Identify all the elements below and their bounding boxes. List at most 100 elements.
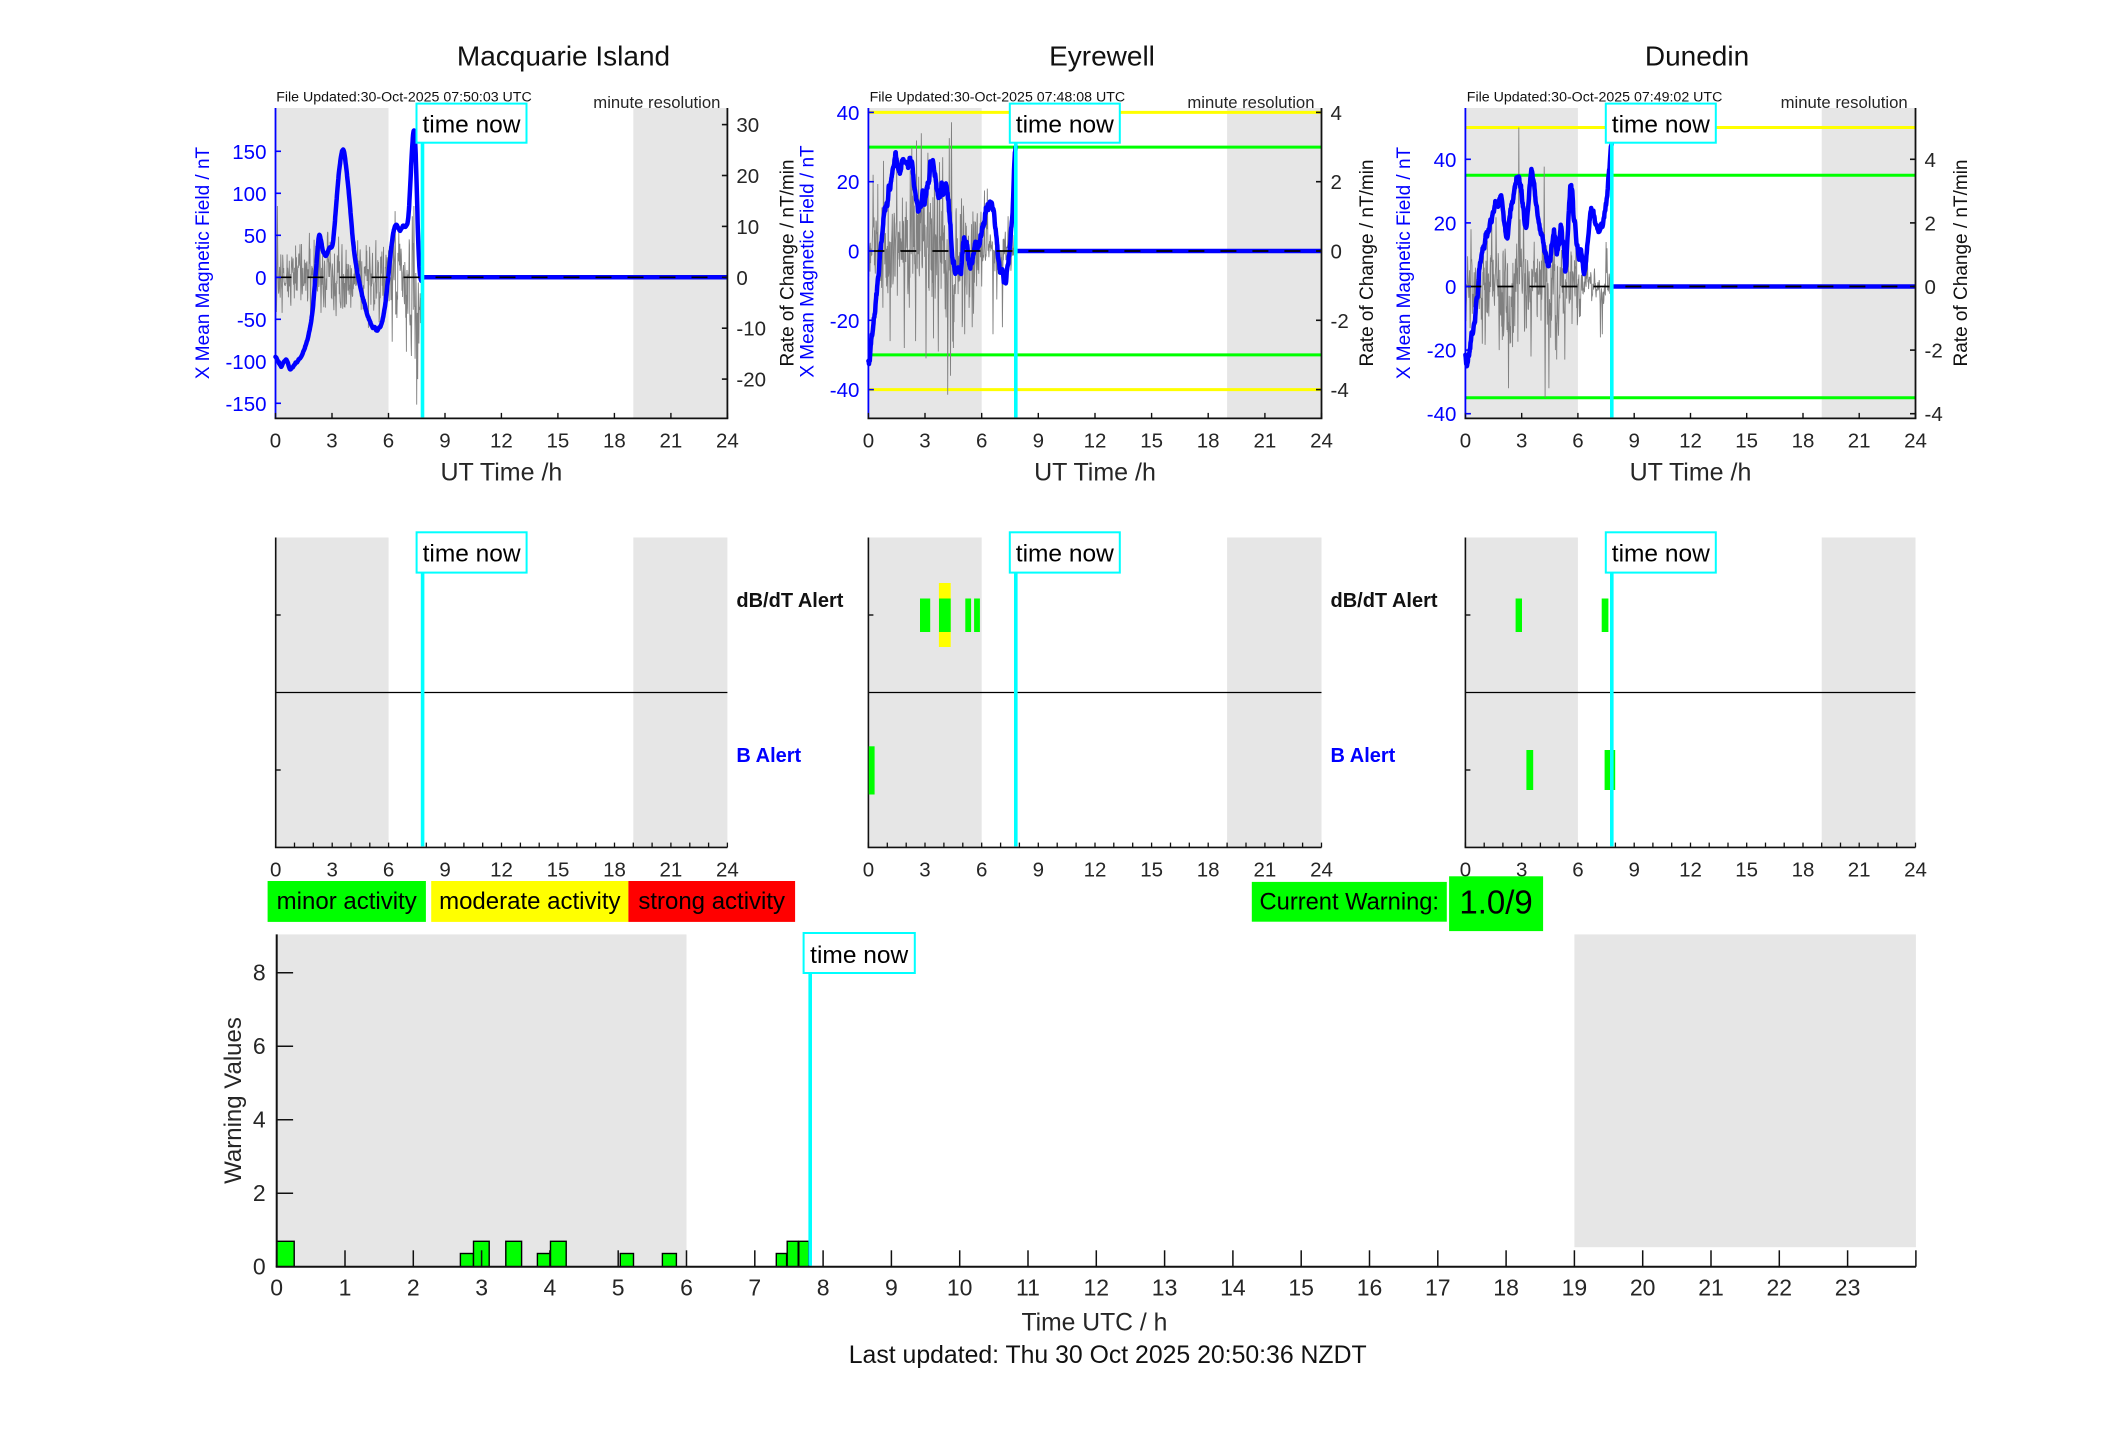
svg-text:21: 21: [1253, 858, 1276, 881]
svg-text:12: 12: [1084, 858, 1107, 881]
svg-text:dB/dT Alert: dB/dT Alert: [736, 590, 843, 612]
svg-text:UT Time /h: UT Time /h: [1630, 459, 1752, 487]
svg-text:20: 20: [736, 165, 759, 188]
svg-text:18: 18: [1792, 430, 1815, 453]
svg-text:0: 0: [253, 1254, 266, 1280]
svg-text:8: 8: [253, 960, 266, 986]
svg-text:15: 15: [1735, 858, 1758, 881]
svg-text:time now: time now: [810, 942, 908, 969]
svg-text:21: 21: [1698, 1275, 1724, 1301]
svg-text:18: 18: [1197, 858, 1220, 881]
svg-text:B Alert: B Alert: [736, 745, 801, 767]
svg-text:24: 24: [1904, 430, 1927, 453]
svg-text:6: 6: [383, 858, 394, 881]
svg-text:16: 16: [1357, 1275, 1383, 1301]
svg-text:3: 3: [919, 858, 930, 881]
svg-text:21: 21: [1848, 430, 1871, 453]
svg-text:150: 150: [232, 141, 266, 164]
svg-text:minute resolution: minute resolution: [593, 93, 720, 112]
svg-text:Warning Values: Warning Values: [220, 1017, 247, 1184]
svg-text:6: 6: [1572, 430, 1583, 453]
svg-text:11: 11: [1016, 1275, 1040, 1301]
svg-text:File Updated:30-Oct-2025 07:50: File Updated:30-Oct-2025 07:50:03 UTC: [276, 90, 532, 106]
svg-text:X Mean Magnetic Field / nT: X Mean Magnetic Field / nT: [1394, 146, 1415, 379]
svg-text:15: 15: [1140, 430, 1163, 453]
svg-text:3: 3: [475, 1275, 488, 1301]
svg-text:3: 3: [1516, 430, 1527, 453]
svg-text:Eyrewell: Eyrewell: [1049, 41, 1155, 72]
svg-text:23: 23: [1835, 1275, 1861, 1301]
svg-text:-40: -40: [1427, 403, 1457, 426]
svg-text:time now: time now: [1016, 111, 1114, 138]
svg-text:12: 12: [490, 858, 513, 881]
svg-text:12: 12: [490, 430, 513, 453]
svg-text:3: 3: [919, 430, 930, 453]
svg-text:-4: -4: [1331, 379, 1349, 402]
svg-text:24: 24: [716, 430, 739, 453]
svg-text:minute resolution: minute resolution: [1781, 93, 1908, 112]
svg-text:100: 100: [232, 183, 266, 206]
svg-text:-20: -20: [736, 369, 766, 392]
svg-text:15: 15: [547, 858, 570, 881]
svg-text:12: 12: [1679, 430, 1702, 453]
svg-text:6: 6: [976, 858, 987, 881]
svg-text:15: 15: [1140, 858, 1163, 881]
svg-text:time now: time now: [1016, 541, 1114, 568]
svg-text:24: 24: [1310, 858, 1333, 881]
svg-text:40: 40: [837, 102, 860, 125]
svg-text:9: 9: [1628, 430, 1639, 453]
svg-text:Rate of Change / nT/min: Rate of Change / nT/min: [777, 160, 798, 367]
svg-text:0: 0: [270, 858, 281, 881]
svg-text:0: 0: [736, 267, 747, 290]
svg-text:Rate of Change / nT/min: Rate of Change / nT/min: [1951, 160, 1972, 367]
svg-text:6: 6: [976, 430, 987, 453]
svg-text:time now: time now: [422, 111, 520, 138]
svg-text:40: 40: [1434, 149, 1457, 172]
svg-text:20: 20: [1434, 212, 1457, 235]
svg-text:time now: time now: [423, 541, 521, 568]
svg-text:Macquarie Island: Macquarie Island: [457, 41, 670, 72]
svg-text:-100: -100: [225, 351, 266, 374]
svg-text:2: 2: [1925, 212, 1936, 235]
svg-text:18: 18: [1197, 430, 1220, 453]
svg-text:strong activity: strong activity: [638, 888, 785, 915]
svg-text:19: 19: [1562, 1275, 1588, 1301]
svg-text:-2: -2: [1331, 310, 1349, 333]
svg-text:-10: -10: [736, 318, 766, 341]
svg-text:-4: -4: [1925, 403, 1943, 426]
svg-text:0: 0: [1445, 276, 1456, 299]
svg-text:13: 13: [1152, 1275, 1178, 1301]
svg-text:12: 12: [1679, 858, 1702, 881]
svg-text:18: 18: [603, 430, 626, 453]
svg-text:4: 4: [544, 1275, 557, 1301]
svg-text:0: 0: [848, 241, 859, 264]
svg-text:18: 18: [1792, 858, 1815, 881]
svg-text:6: 6: [253, 1033, 266, 1059]
svg-text:Dunedin: Dunedin: [1645, 41, 1749, 72]
svg-text:-50: -50: [237, 309, 267, 332]
svg-text:24: 24: [716, 858, 739, 881]
svg-text:22: 22: [1767, 1275, 1793, 1301]
svg-text:9: 9: [439, 858, 450, 881]
svg-text:B Alert: B Alert: [1331, 745, 1396, 767]
svg-text:18: 18: [603, 858, 626, 881]
svg-text:2: 2: [1331, 171, 1342, 194]
svg-text:10: 10: [736, 216, 759, 239]
svg-text:File Updated:30-Oct-2025 07:48: File Updated:30-Oct-2025 07:48:08 UTC: [870, 90, 1126, 106]
svg-text:9: 9: [1033, 858, 1044, 881]
svg-text:5: 5: [612, 1275, 625, 1301]
svg-text:30: 30: [736, 114, 759, 137]
svg-text:21: 21: [659, 430, 682, 453]
svg-text:0: 0: [863, 858, 874, 881]
svg-text:moderate activity: moderate activity: [439, 888, 620, 915]
svg-text:9: 9: [1033, 430, 1044, 453]
svg-text:dB/dT Alert: dB/dT Alert: [1331, 590, 1438, 612]
svg-text:6: 6: [680, 1275, 693, 1301]
svg-text:3: 3: [326, 858, 337, 881]
svg-text:6: 6: [383, 430, 394, 453]
svg-text:0: 0: [270, 430, 281, 453]
svg-text:12: 12: [1084, 1275, 1110, 1301]
svg-text:minute resolution: minute resolution: [1187, 93, 1314, 112]
svg-text:-2: -2: [1925, 340, 1943, 363]
svg-text:20: 20: [837, 171, 860, 194]
